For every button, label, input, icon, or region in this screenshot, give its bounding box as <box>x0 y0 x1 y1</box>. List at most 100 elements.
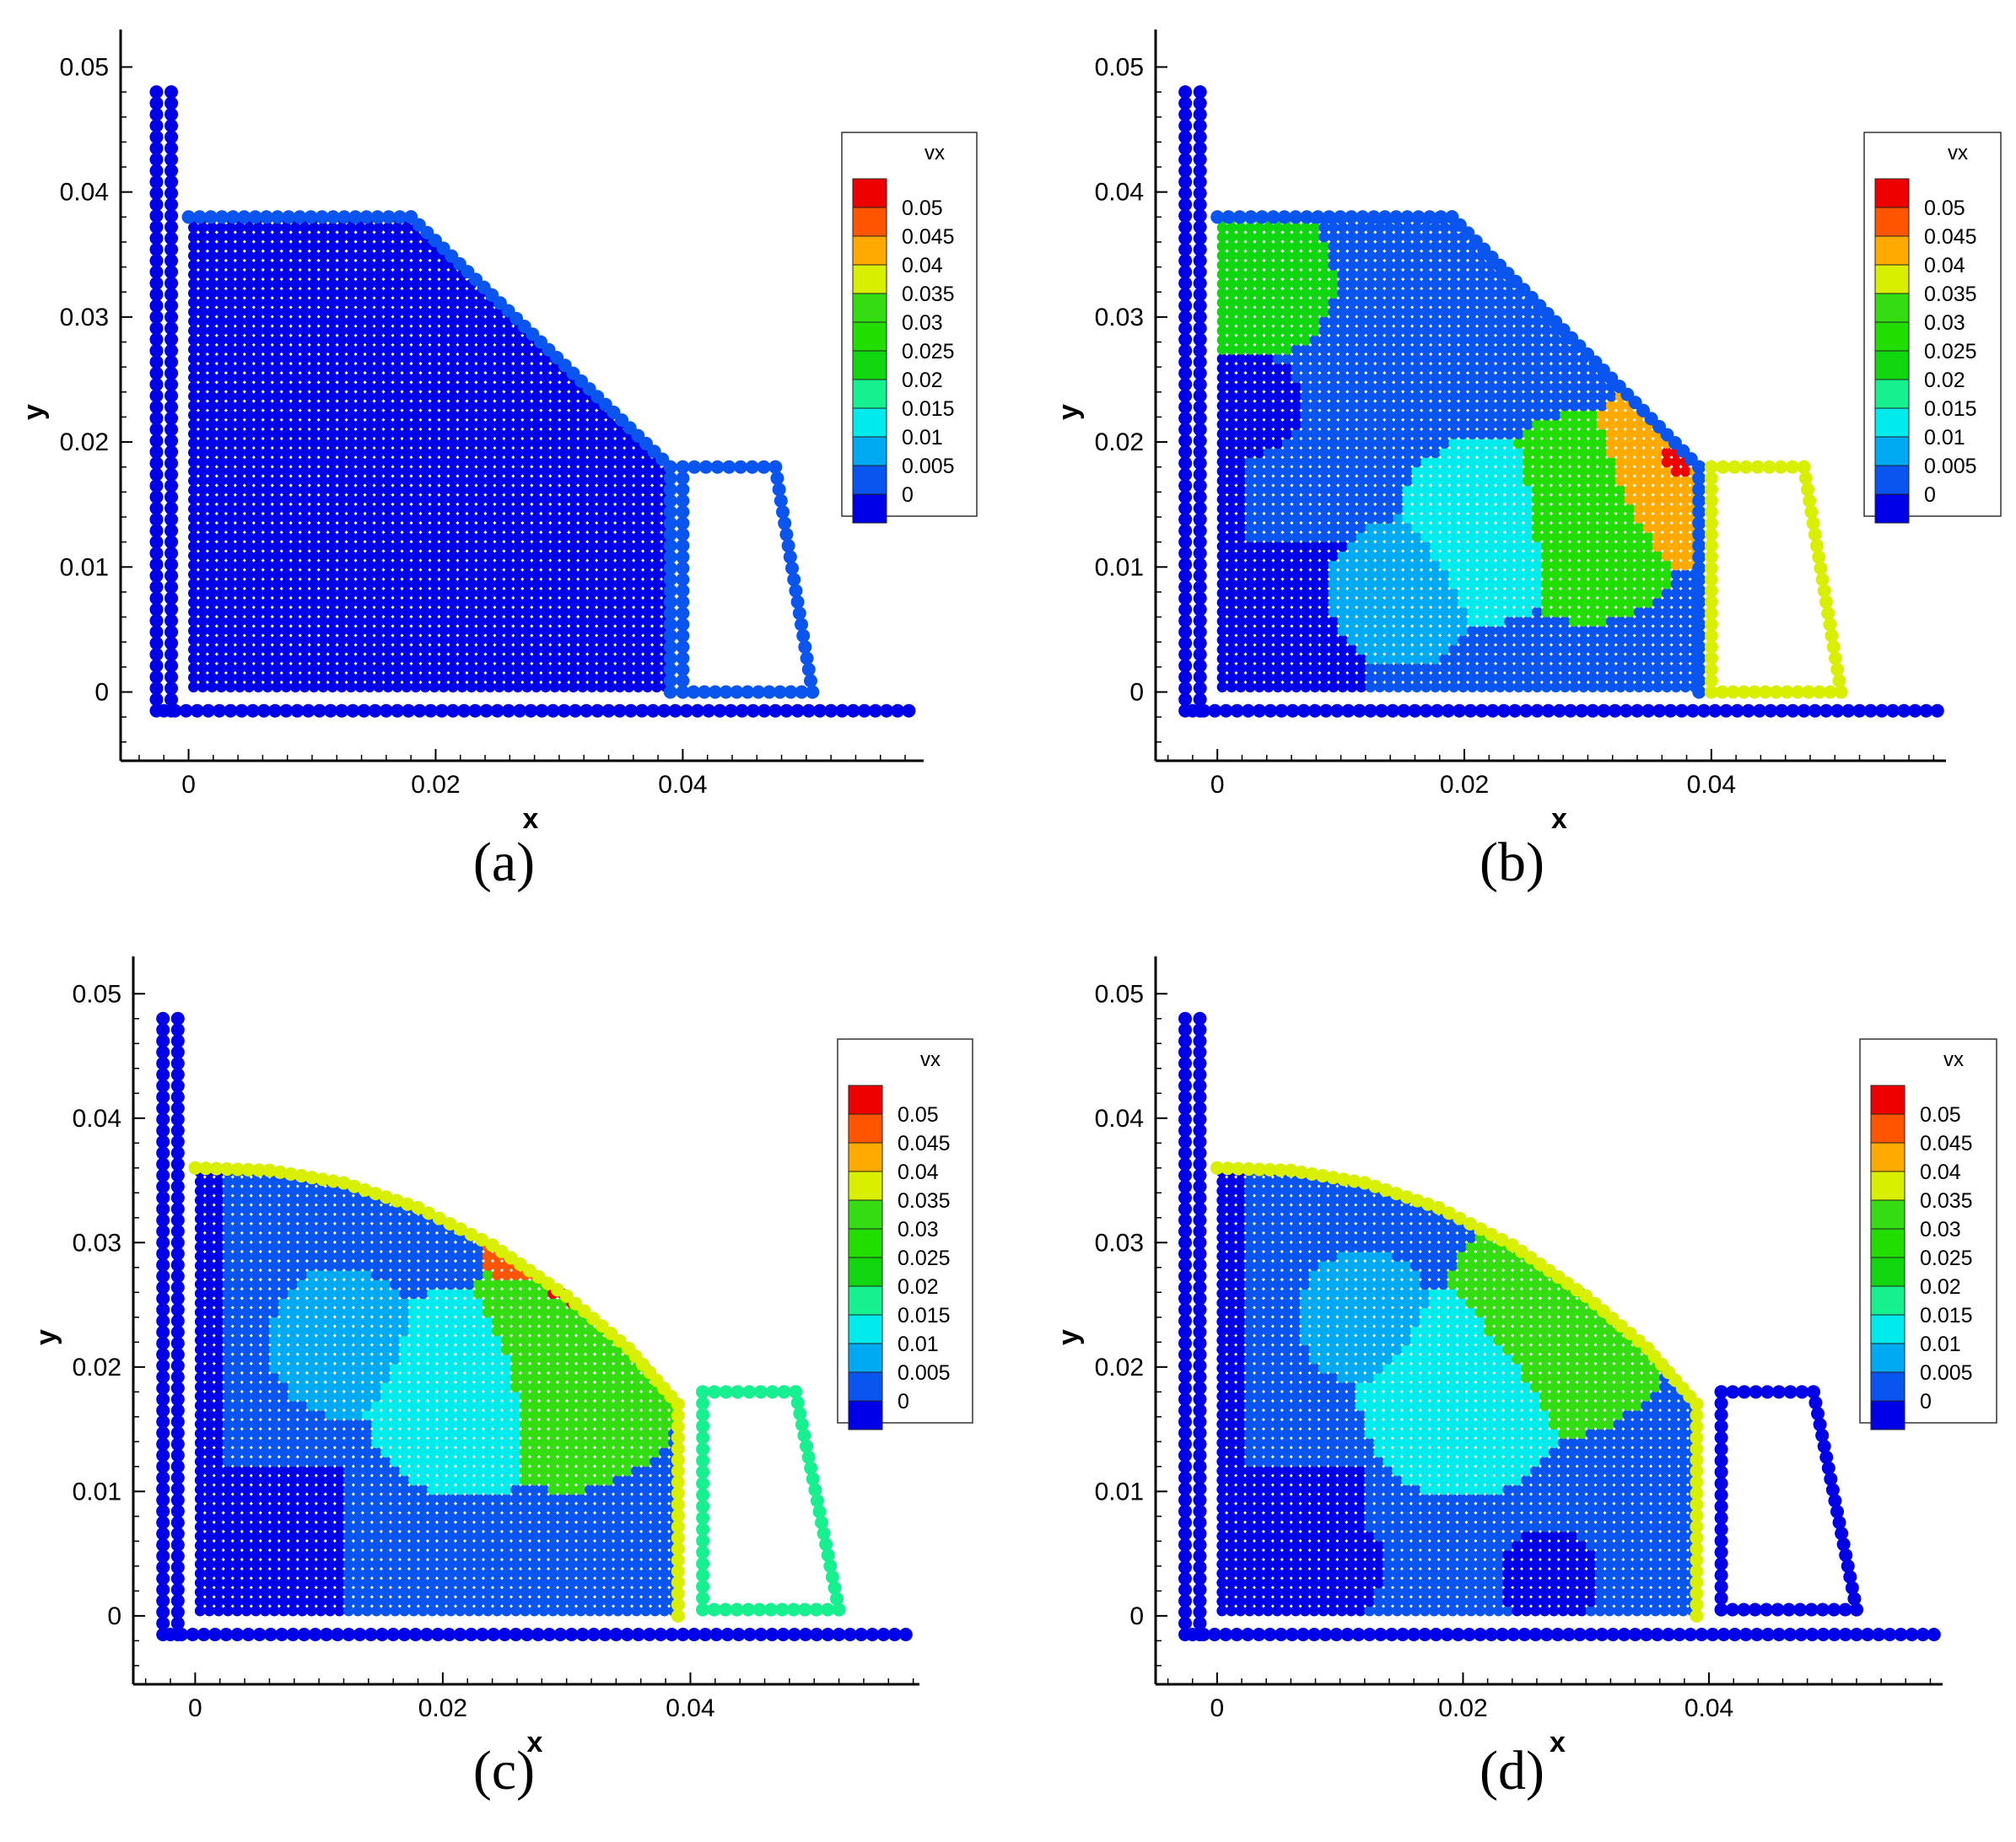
fluid-particle <box>1568 559 1580 571</box>
fluid-particle <box>1568 531 1580 543</box>
fluid-particle <box>1467 503 1478 514</box>
fluid-particle <box>215 363 227 374</box>
fluid-particle <box>1272 447 1284 459</box>
fluid-particle <box>1272 503 1284 514</box>
fluid-particle <box>1244 372 1256 384</box>
fluid-particle <box>1642 625 1654 637</box>
fluid-particle <box>1337 409 1349 421</box>
fluid-particle <box>391 606 403 618</box>
fluid-particle <box>475 522 487 533</box>
fluid-particle <box>1624 606 1636 618</box>
fluid-particle <box>299 644 310 655</box>
fluid-particle <box>345 503 357 514</box>
fluid-particle <box>1467 681 1478 692</box>
fluid-particle <box>1531 606 1543 618</box>
fluid-particle <box>605 438 617 449</box>
fluid-particle <box>354 662 366 674</box>
fluid-particle <box>1263 606 1275 618</box>
wall-particle <box>149 692 164 707</box>
fluid-particle <box>1523 381 1534 393</box>
fluid-particle <box>1337 250 1349 261</box>
fluid-particle <box>401 372 412 384</box>
fluid-particle <box>605 597 617 608</box>
fluid-particle <box>493 400 505 412</box>
fluid-particle <box>1485 418 1496 430</box>
fluid-particle <box>1281 334 1293 346</box>
fluid-particle <box>1652 653 1663 665</box>
fluid-particle <box>299 681 310 692</box>
fluid-particle <box>1550 644 1561 655</box>
fluid-particle <box>503 381 515 393</box>
fluid-particle <box>429 269 440 280</box>
fluid-particle <box>1485 653 1496 665</box>
fluid-particle <box>447 353 459 364</box>
fluid-particle <box>1670 588 1682 599</box>
fluid-particle <box>1430 559 1442 571</box>
fluid-particle <box>1402 428 1414 439</box>
wall-particle <box>164 377 179 391</box>
fluid-particle <box>1633 522 1645 533</box>
fluid-particle <box>558 493 570 505</box>
fluid-particle <box>188 541 199 552</box>
x-axis-label: x <box>1551 803 1567 835</box>
fluid-particle <box>1633 568 1645 580</box>
fluid-particle <box>447 278 459 289</box>
fluid-particle <box>336 438 348 449</box>
fluid-particle <box>419 503 431 514</box>
fluid-particle <box>326 288 338 299</box>
fluid-particle <box>1540 353 1552 364</box>
fluid-particle <box>1300 531 1312 543</box>
fluid-particle <box>271 231 283 243</box>
fluid-particle <box>243 315 255 327</box>
fluid-particle <box>224 297 236 309</box>
fluid-particle <box>382 222 394 234</box>
fluid-particle <box>1448 428 1459 439</box>
fluid-particle <box>280 493 292 505</box>
fluid-particle <box>1513 662 1524 674</box>
wall-particle <box>164 85 179 100</box>
fluid-particle <box>354 288 366 299</box>
fluid-particle <box>1559 344 1571 355</box>
fluid-particle <box>1577 418 1589 430</box>
fluid-particle <box>364 315 375 327</box>
fluid-particle <box>1309 250 1321 261</box>
fluid-particle <box>345 438 357 449</box>
fluid-particle <box>289 466 301 477</box>
fluid-particle <box>1495 297 1506 309</box>
fluid-particle <box>1523 653 1534 665</box>
fluid-particle <box>1614 428 1626 439</box>
fluid-particle <box>261 353 273 364</box>
fluid-particle <box>419 400 431 412</box>
fluid-particle <box>466 644 477 655</box>
fluid-particle <box>456 606 468 618</box>
fluid-particle <box>493 644 505 655</box>
fluid-particle <box>521 653 533 665</box>
fluid-particle <box>438 513 450 524</box>
fluid-particle <box>1568 634 1580 646</box>
fluid-particle <box>1383 372 1395 384</box>
fluid-particle <box>1495 559 1506 571</box>
fluid-particle <box>1300 288 1312 299</box>
fluid-particle <box>531 681 542 692</box>
fluid-particle <box>1365 325 1377 337</box>
fluid-particle <box>1670 653 1682 665</box>
fluid-particle <box>289 344 301 355</box>
fluid-particle <box>1328 381 1340 393</box>
fluid-particle <box>1531 466 1543 477</box>
fluid-particle <box>1587 503 1598 514</box>
fluid-particle <box>234 484 245 496</box>
y-tick-label: 0.01 <box>1095 553 1144 581</box>
fluid-particle <box>1559 578 1571 590</box>
fluid-particle <box>206 363 218 374</box>
fluid-particle <box>215 240 227 252</box>
legend-swatch <box>852 407 887 438</box>
fluid-particle <box>1281 559 1293 571</box>
fluid-particle <box>197 240 208 252</box>
fluid-particle <box>493 438 505 449</box>
fluid-particle <box>1263 288 1275 299</box>
fluid-particle <box>206 672 218 683</box>
fluid-particle <box>1337 363 1349 374</box>
fluid-particle <box>364 466 375 477</box>
fluid-particle <box>1513 634 1524 646</box>
fluid-particle <box>466 484 477 496</box>
